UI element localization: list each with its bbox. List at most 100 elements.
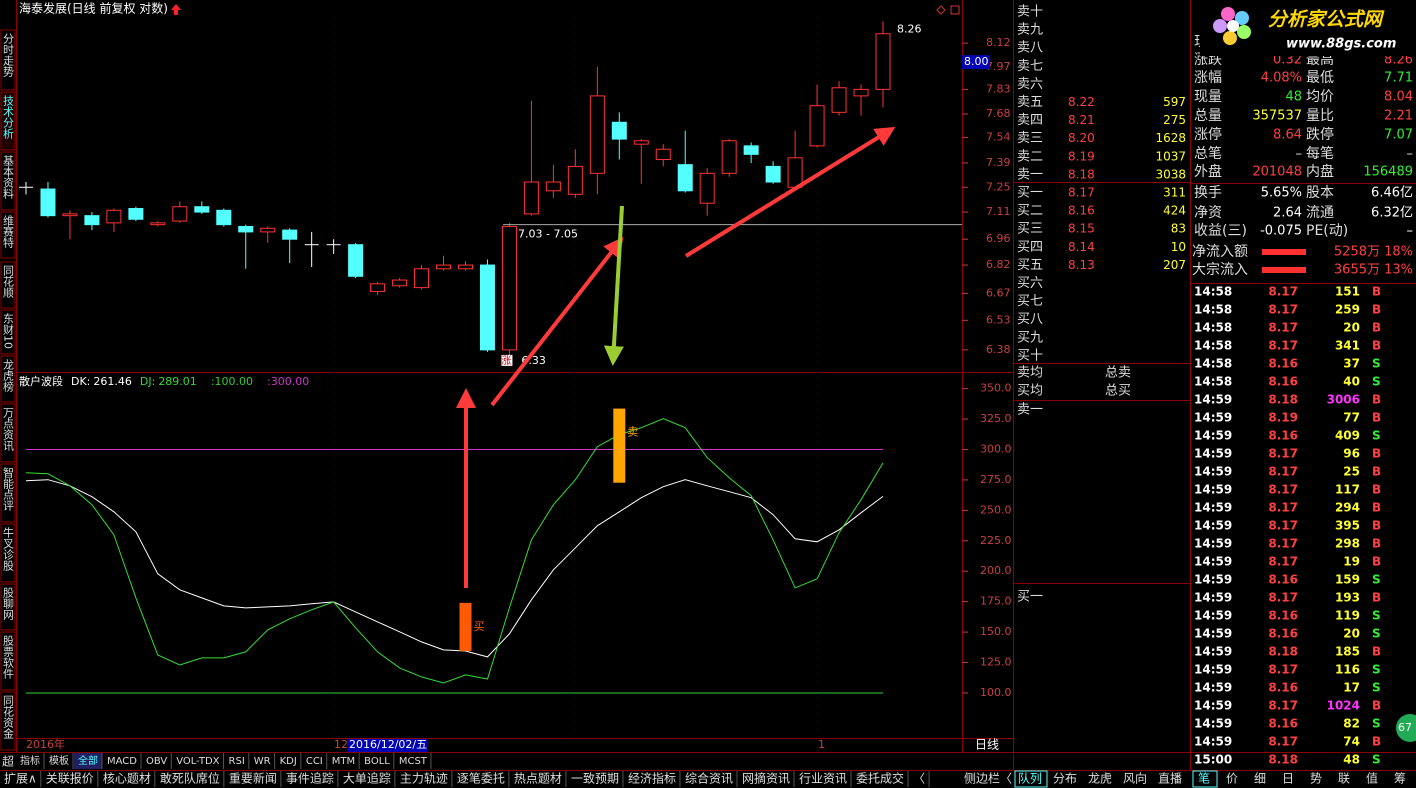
side-tab[interactable]	[0, 463, 16, 523]
tab[interactable]: VOL-TDX	[176, 756, 219, 767]
trade-price: 8.17	[1268, 519, 1298, 533]
tab[interactable]: 扩展∧	[4, 772, 37, 786]
side-tab-label[interactable]: 龙虎榜	[2, 359, 15, 393]
side-tab[interactable]	[0, 309, 16, 355]
detail-tab[interactable]: 联	[1338, 772, 1350, 786]
order-volume: 424	[1163, 204, 1186, 218]
detail-tab[interactable]: 值	[1366, 771, 1378, 786]
side-tab[interactable]	[0, 631, 16, 691]
header-item: DK:	[71, 375, 90, 388]
quote-label: 总笔	[1194, 146, 1222, 162]
candle-body	[216, 209, 232, 226]
side-tab-label[interactable]: 牛叉诊股	[2, 526, 15, 572]
tab[interactable]: MCST	[399, 756, 428, 767]
corner-tab[interactable]: 超	[2, 754, 14, 769]
side-tab-label[interactable]: 分时走势	[2, 33, 15, 77]
badge[interactable]	[1396, 714, 1416, 742]
trade-time: 14:59	[1194, 483, 1232, 497]
side-tab[interactable]	[0, 355, 16, 403]
trade-time: 15:00	[1194, 753, 1232, 767]
tab[interactable]: MACD	[107, 756, 137, 767]
tab-active[interactable]	[74, 753, 102, 769]
side-tab-label[interactable]: 智能点评	[2, 466, 15, 512]
detail-tab[interactable]: 细	[1254, 772, 1266, 786]
tab[interactable]: KDJ	[280, 756, 297, 767]
tab[interactable]: 关联报价	[46, 771, 94, 786]
tab[interactable]: CCI	[306, 756, 323, 767]
tab[interactable]: 大单追踪	[343, 771, 391, 786]
candle-body	[172, 206, 188, 222]
side-tab[interactable]	[0, 29, 16, 91]
panel-tab[interactable]: 直播	[1158, 772, 1182, 786]
order-price: 8.14	[1068, 240, 1095, 254]
side-tab-label[interactable]: 股票软件	[2, 635, 15, 680]
trade-side: B	[1372, 555, 1381, 569]
tab[interactable]: 指标	[20, 754, 40, 767]
quote-value: 8.64	[1273, 128, 1302, 143]
candle-body	[501, 225, 517, 351]
tab[interactable]: 模板	[49, 754, 69, 767]
tab[interactable]: 网摘资讯	[742, 771, 790, 786]
side-tab[interactable]	[0, 583, 16, 631]
detail-tab[interactable]: 价	[1226, 772, 1238, 786]
trade-side: B	[1372, 321, 1381, 335]
tab[interactable]: 热点题材	[514, 772, 562, 786]
side-tab-label[interactable]: 股聊网	[2, 587, 15, 621]
side-tab-label[interactable]: 技术分析	[2, 95, 15, 140]
badge-text[interactable]: 67	[1398, 721, 1412, 734]
tab[interactable]: 综合资讯	[685, 771, 733, 786]
panel-tab[interactable]: 风向	[1123, 771, 1147, 786]
panel-tab[interactable]: 龙虎	[1088, 772, 1112, 786]
tab[interactable]: WR	[254, 756, 271, 767]
order-label: 卖三	[1017, 131, 1043, 146]
detail-tab[interactable]: 筹	[1394, 772, 1406, 786]
side-tab[interactable]	[0, 523, 16, 583]
trade-side: B	[1372, 447, 1381, 461]
side-tab[interactable]	[0, 261, 16, 309]
tab[interactable]: 逐笔委托	[457, 771, 505, 786]
y-tick-label: 350.0	[980, 382, 1012, 395]
tab[interactable]: 敢死队席位	[160, 771, 220, 786]
order-summary: 总买	[1105, 384, 1131, 399]
tab[interactable]: 重要新闻	[229, 771, 277, 786]
tab[interactable]: 全部	[78, 754, 98, 767]
tab[interactable]: 委托成交	[856, 771, 904, 786]
tab[interactable]: MTM	[332, 756, 355, 767]
trade-time: 14:58	[1194, 339, 1232, 353]
tab[interactable]: 主力轨迹	[400, 772, 448, 786]
side-tab[interactable]	[0, 211, 16, 259]
tab-active[interactable]	[1014, 770, 1048, 788]
side-tab-label[interactable]: 同花资金	[2, 695, 15, 739]
detail-tab[interactable]: 笔	[1198, 771, 1210, 786]
side-tab-label[interactable]: 维赛特	[2, 215, 15, 248]
candle-body	[194, 206, 210, 213]
panel-tab[interactable]: 分布	[1053, 772, 1077, 786]
side-tab[interactable]	[0, 691, 16, 751]
side-tab-label[interactable]: 万点资讯	[2, 407, 15, 452]
sidebar-tab[interactable]: 侧边栏〈	[964, 771, 1012, 786]
tab[interactable]: 事件追踪	[286, 771, 334, 786]
trade-volume: 159	[1335, 573, 1360, 587]
quote-label: 内盘	[1306, 163, 1334, 180]
trade-side: S	[1372, 357, 1381, 371]
side-tab[interactable]	[0, 91, 16, 151]
tab[interactable]: 经济指标	[628, 771, 676, 786]
tab[interactable]: RSI	[229, 756, 245, 767]
tab-active[interactable]	[1192, 770, 1218, 788]
panel-tab[interactable]: 队列	[1018, 771, 1042, 786]
side-tab-label[interactable]: 同花顺	[2, 265, 15, 299]
tab[interactable]: 〈	[913, 772, 925, 786]
trade-price: 8.17	[1268, 447, 1298, 461]
tab[interactable]: BOLL	[364, 756, 390, 767]
side-tab-label[interactable]: 东财10	[2, 313, 15, 349]
side-tab-label[interactable]: 基本资料	[2, 155, 15, 200]
side-tab[interactable]	[0, 403, 16, 463]
tab[interactable]: 一致预期	[571, 772, 619, 786]
detail-tab[interactable]: 势	[1310, 772, 1322, 786]
tab[interactable]: 核心题材	[103, 772, 151, 786]
trade-time: 14:59	[1194, 537, 1232, 551]
detail-tab[interactable]: 日	[1282, 772, 1294, 786]
tab[interactable]: OBV	[146, 756, 167, 767]
tab[interactable]: 行业资讯	[799, 772, 847, 786]
side-tab[interactable]	[0, 151, 16, 211]
